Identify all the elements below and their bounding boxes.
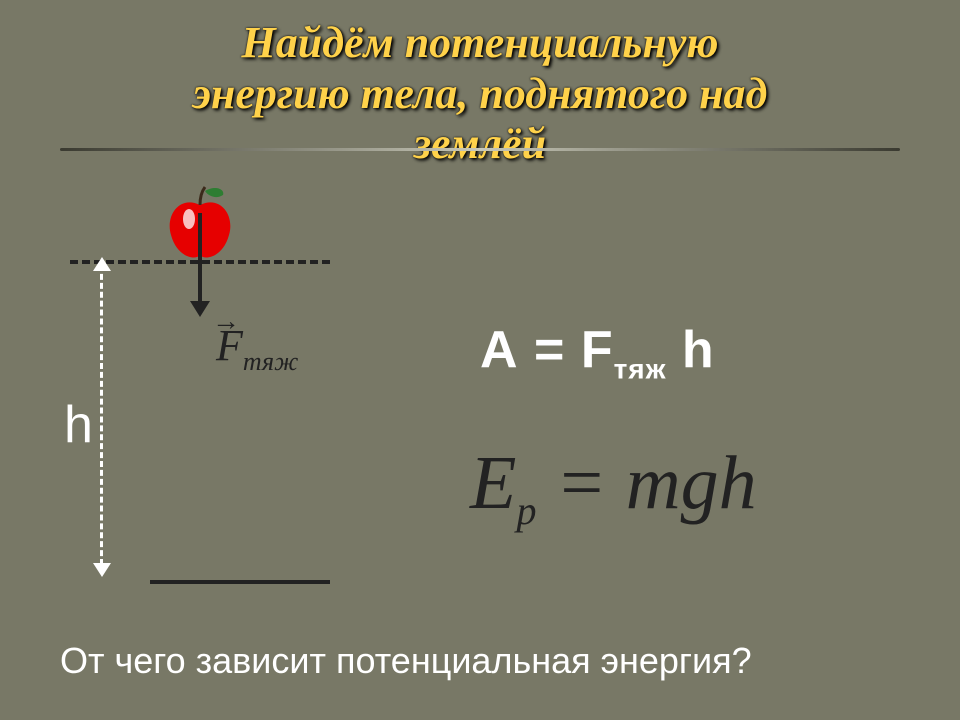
- work-rhs: h: [666, 321, 714, 379]
- slide-root: Найдём потенциальную энергию тела, подня…: [0, 0, 960, 720]
- height-vector-shaft: [100, 265, 103, 565]
- footer-question: От чего зависит потенциальная энергия?: [60, 640, 752, 682]
- force-vector-arrowhead: [190, 301, 210, 317]
- force-vector-shaft: [198, 213, 202, 305]
- title-divider: [60, 148, 900, 151]
- force-subscript: тяж: [243, 347, 298, 376]
- energy-formula: Ep = mgh: [470, 440, 757, 534]
- energy-E: E: [470, 441, 516, 525]
- height-label: h: [64, 395, 93, 455]
- height-arrowhead-down: [93, 563, 111, 577]
- slide-title: Найдём потенциальную энергию тела, подня…: [0, 18, 960, 170]
- force-label: → Fтяж: [216, 320, 298, 377]
- work-formula: А = Fтяж h: [480, 320, 715, 385]
- energy-rhs: = mgh: [536, 441, 756, 525]
- work-lhs: А = F: [480, 321, 614, 379]
- apple-diagram: → Fтяж h: [70, 185, 330, 605]
- vector-over-arrow-icon: →: [212, 306, 238, 338]
- work-sub: тяж: [614, 353, 667, 384]
- title-line1: Найдём потенциальную: [242, 18, 719, 67]
- height-arrowhead-up: [93, 257, 111, 271]
- energy-p: p: [516, 488, 536, 533]
- title-line2: энергию тела, поднятого над: [193, 69, 768, 118]
- title-line3: землёй: [414, 119, 546, 168]
- reference-line-bottom: [150, 580, 330, 584]
